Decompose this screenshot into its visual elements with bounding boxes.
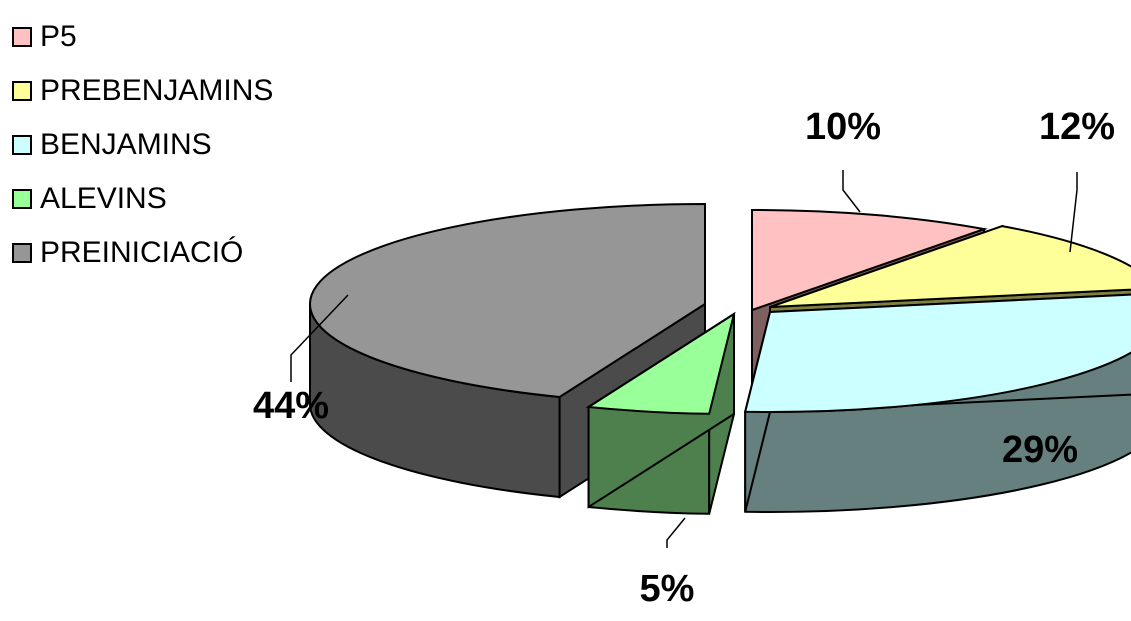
pie-tops bbox=[309, 202, 1131, 415]
data-label-p5: 10% bbox=[805, 106, 881, 148]
legend-swatch-p5 bbox=[12, 27, 32, 47]
legend-item-preiniciacio: PREINICIACIÓ bbox=[12, 226, 273, 280]
legend-swatch-preiniciacio bbox=[12, 243, 32, 263]
slice-top-p5 bbox=[751, 208, 989, 312]
leader-line-p5 bbox=[842, 170, 861, 213]
slice-top-benjamins bbox=[743, 293, 1131, 413]
legend-label-p5: P5 bbox=[40, 20, 77, 53]
legend-item-p5: P5 bbox=[12, 10, 273, 64]
slice-top-preiniciacio bbox=[309, 202, 706, 399]
legend-swatch-prebenjamins bbox=[12, 81, 32, 101]
pie-leader-lines bbox=[290, 170, 1078, 548]
legend-swatch-benjamins bbox=[12, 135, 32, 155]
data-label-preiniciacio: 44% bbox=[253, 385, 329, 427]
slice-top-prebenjamins bbox=[769, 225, 1131, 308]
legend-swatch-alevins bbox=[12, 189, 32, 209]
legend-label-alevins: ALEVINS bbox=[40, 182, 167, 215]
leader-line-prebenjamins bbox=[1069, 172, 1078, 253]
legend-label-preiniciacio: PREINICIACIÓ bbox=[40, 236, 244, 269]
legend-label-benjamins: BENJAMINS bbox=[40, 128, 212, 161]
slice-top-alevins bbox=[585, 311, 736, 415]
legend-item-benjamins: BENJAMINS bbox=[12, 118, 273, 172]
legend-item-prebenjamins: PREBENJAMINS bbox=[12, 64, 273, 118]
leader-line-preiniciacio bbox=[290, 294, 349, 382]
pie-data-labels: 10% 12% 29% 5% 44% bbox=[253, 106, 1115, 610]
data-label-benjamins: 29% bbox=[1002, 429, 1078, 471]
legend-label-prebenjamins: PREBENJAMINS bbox=[40, 74, 274, 107]
legend-item-alevins: ALEVINS bbox=[12, 172, 273, 226]
data-label-prebenjamins: 12% bbox=[1039, 106, 1115, 148]
data-label-alevins: 5% bbox=[640, 568, 695, 610]
chart-legend: P5 PREBENJAMINS BENJAMINS ALEVINS PREINI… bbox=[12, 10, 273, 280]
leader-line-alevins bbox=[666, 517, 686, 548]
